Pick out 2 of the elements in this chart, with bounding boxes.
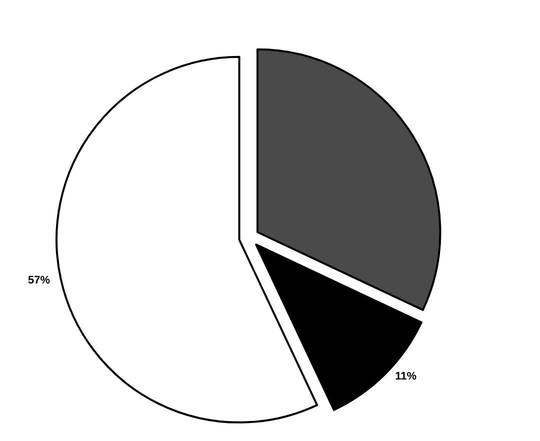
data-label: 11% — [395, 370, 417, 383]
data-label: 57% — [28, 274, 50, 286]
